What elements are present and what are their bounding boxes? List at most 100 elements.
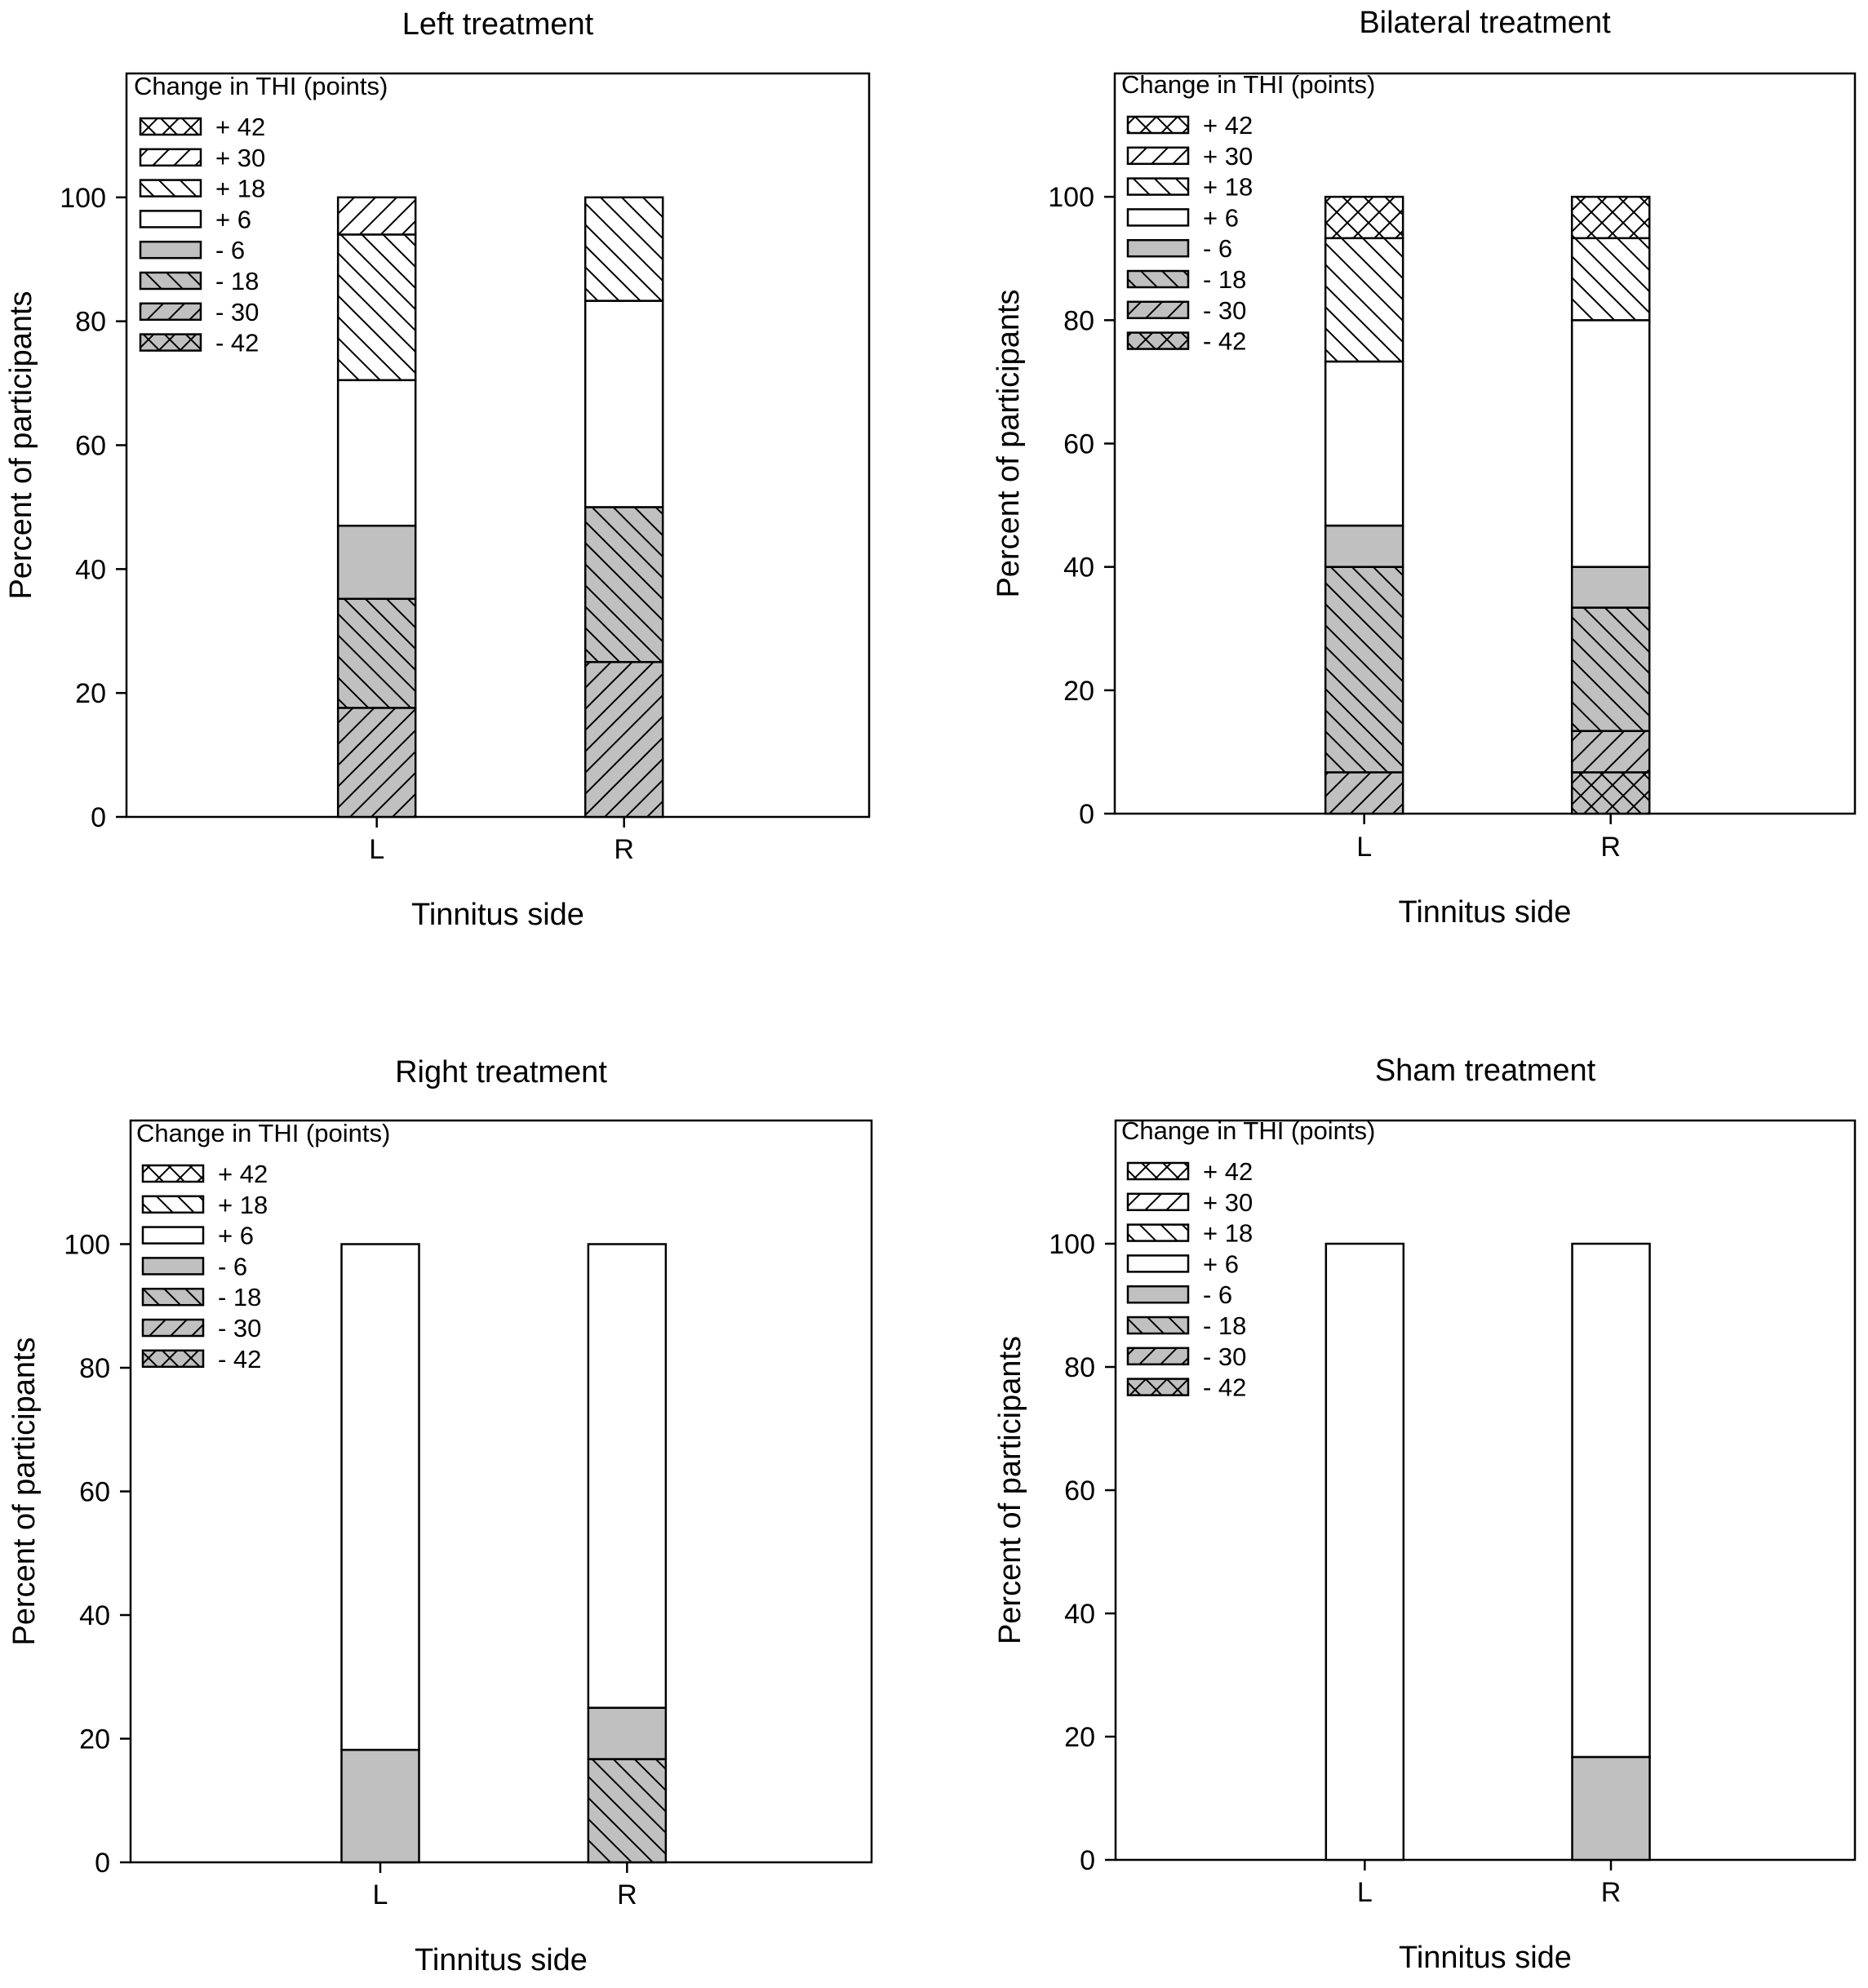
legend-item-minus18: - 18 — [1126, 1311, 1246, 1340]
legend-item-minus6: - 6 — [139, 236, 245, 264]
y-axis-label: Percent of participants — [7, 1337, 42, 1645]
chart-panel-left: Left treatment 0 20 40 60 80 100 Percent of par… — [4, 7, 871, 932]
x-tick-label: L — [1356, 832, 1372, 863]
bar-segment-l-plus6 — [1324, 1242, 1405, 1862]
legend-item-plus18: + 18 — [139, 175, 265, 203]
y-tick-label: 80 — [1064, 1352, 1095, 1383]
x-tick-label: R — [617, 1879, 637, 1910]
legend-label: - 42 — [218, 1345, 261, 1373]
legend-title: Change in THI (points) — [1121, 70, 1375, 99]
legend-label: + 18 — [215, 175, 265, 203]
bar-segment-r-minus18 — [1570, 606, 1651, 732]
bar-segment-l-minus6 — [340, 1748, 420, 1864]
legend-item-minus6: - 6 — [1126, 234, 1232, 263]
bar-segment-l-minus30 — [336, 707, 417, 819]
chart-panel-sham: Sham treatment 0 20 40 60 80 100 Percent of par… — [993, 1054, 1857, 1975]
chart-title: Right treatment — [395, 1055, 607, 1089]
bar-segment-l-plus6 — [336, 379, 417, 527]
chart-title: Sham treatment — [1375, 1054, 1596, 1088]
legend-item-plus30: + 30 — [139, 144, 265, 172]
legend-label: + 18 — [1203, 1219, 1253, 1248]
y-tick-label: 60 — [79, 1477, 110, 1508]
bar-segment-r-plus6 — [1571, 1242, 1651, 1759]
x-tick-label: R — [1600, 832, 1621, 863]
y-tick-label: 0 — [1080, 1845, 1095, 1876]
bar-segment-l-plus30 — [336, 196, 417, 236]
legend-label: + 42 — [1203, 1157, 1253, 1186]
legend: Change in THI (points)+ 42+ 30+ 18+ 6- 6… — [134, 72, 388, 357]
bar-segment-r-plus6 — [583, 300, 664, 508]
y-tick-label: 60 — [75, 431, 106, 462]
x-axis-label: Tinnitus side — [1399, 1941, 1572, 1975]
legend-label: - 30 — [215, 298, 259, 326]
legend: Change in THI (points)+ 42+ 30+ 18+ 6- 6… — [1121, 1116, 1375, 1402]
legend-item-minus42: - 42 — [1126, 327, 1246, 356]
legend-label: - 6 — [1203, 1280, 1232, 1309]
legend-item-minus30: - 30 — [1126, 296, 1246, 325]
bar-segment-l-minus6 — [336, 524, 417, 601]
bar-segment-r-minus6 — [587, 1706, 668, 1760]
y-tick-label: 40 — [79, 1600, 110, 1631]
legend-item-plus6: + 6 — [1126, 1249, 1239, 1278]
y-tick-label: 100 — [64, 1230, 110, 1261]
legend-label: - 30 — [1203, 296, 1246, 325]
legend-title: Change in THI (points) — [136, 1119, 390, 1147]
bar-segment-r-minus6 — [1570, 566, 1651, 609]
legend-label: - 18 — [1203, 1311, 1246, 1340]
y-tick-label: 40 — [1064, 1599, 1095, 1630]
legend-label: - 6 — [215, 236, 245, 264]
y-tick-label: 0 — [1079, 799, 1094, 830]
legend-item-plus6: + 6 — [139, 205, 251, 233]
bar-segment-l-minus30 — [1324, 771, 1404, 815]
y-tick-label: 0 — [91, 802, 106, 833]
chart-title: Bilateral treatment — [1359, 6, 1611, 40]
legend-label: + 6 — [215, 205, 251, 233]
legend-item-minus6: - 6 — [1126, 1280, 1232, 1309]
bar-segment-l-plus18 — [1324, 237, 1404, 363]
legend-label: - 30 — [218, 1314, 261, 1342]
legend-label: + 6 — [1203, 1249, 1239, 1278]
legend-item-minus18: - 18 — [139, 267, 259, 295]
bar-segment-r-plus6 — [587, 1243, 668, 1709]
legend-label: + 6 — [1203, 203, 1239, 232]
legend-item-minus42: - 42 — [141, 1345, 261, 1373]
legend-item-plus42: + 42 — [141, 1160, 268, 1188]
legend-label: - 18 — [218, 1283, 261, 1311]
legend-item-minus42: - 42 — [139, 329, 259, 357]
x-tick-label: L — [373, 1879, 388, 1910]
x-tick-label: L — [369, 834, 384, 865]
legend-item-plus30: + 30 — [1126, 1188, 1253, 1217]
y-tick-label: 20 — [75, 678, 106, 709]
legend-label: - 18 — [215, 267, 259, 295]
y-tick-label: 20 — [1064, 1722, 1095, 1753]
bar-segment-r-minus6 — [1571, 1755, 1651, 1862]
x-axis-label: Tinnitus side — [415, 1943, 588, 1977]
bar-segment-r-plus42 — [1570, 195, 1651, 240]
x-tick-label: R — [1601, 1877, 1622, 1908]
bar-segment-r-minus42 — [1570, 771, 1651, 815]
legend-label: - 6 — [1203, 234, 1232, 263]
y-tick-label: 80 — [75, 307, 106, 338]
legend-item-minus18: - 18 — [1126, 265, 1246, 294]
legend-item-plus42: + 42 — [1126, 1157, 1253, 1186]
legend-label: + 18 — [218, 1191, 268, 1219]
legend-label: + 42 — [218, 1160, 268, 1188]
y-tick-label: 0 — [95, 1848, 110, 1879]
bar-segment-r-plus18 — [583, 196, 664, 302]
legend-label: + 30 — [1203, 1188, 1253, 1217]
legend-label: - 42 — [1203, 1373, 1246, 1402]
legend-item-plus6: + 6 — [141, 1222, 254, 1250]
legend: Change in THI (points) + 42 + 18 + 6- 6 - 18… — [136, 1119, 390, 1373]
y-tick-label: 60 — [1063, 429, 1094, 460]
y-axis-label: Percent of participants — [993, 1336, 1027, 1644]
legend-label: + 18 — [1203, 173, 1253, 202]
chart-title: Left treatment — [402, 7, 594, 42]
legend-item-plus6: + 6 — [1126, 203, 1239, 232]
legend-item-plus42: + 42 — [139, 113, 265, 141]
y-tick-label: 80 — [1063, 305, 1094, 336]
legend-label: - 6 — [218, 1252, 247, 1280]
y-axis-label: Percent of participants — [992, 289, 1026, 597]
bar-segment-l-minus18 — [336, 597, 417, 709]
bar-segment-r-minus18 — [587, 1758, 668, 1864]
bar-segment-r-minus30 — [1570, 730, 1651, 774]
